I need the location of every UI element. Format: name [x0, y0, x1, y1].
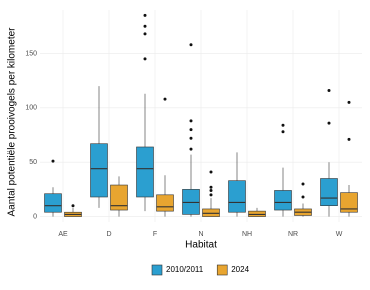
outlier [143, 24, 147, 28]
outlier [189, 43, 193, 47]
outlier [327, 88, 331, 92]
y-tick-label: 150 [25, 50, 37, 57]
box [90, 143, 108, 198]
legend-swatch [151, 264, 163, 276]
box [136, 146, 154, 198]
outlier [163, 97, 167, 101]
x-tick-label: F [153, 231, 157, 238]
outlier [189, 128, 193, 132]
legend-label: 2010/2011 [166, 265, 204, 274]
box [274, 190, 292, 211]
x-tick-label: AE [58, 231, 68, 238]
x-tick-label: NH [242, 231, 252, 238]
box [320, 178, 338, 206]
outlier [327, 121, 331, 125]
outlier [51, 159, 55, 163]
outlier [189, 136, 193, 140]
legend-label: 2024 [231, 265, 249, 274]
outlier [347, 137, 351, 141]
box [110, 184, 128, 211]
legend-swatch [216, 264, 228, 276]
outlier [189, 147, 193, 151]
outlier [71, 204, 75, 208]
y-axis-title: Aantal potentiële prooivogels per kilome… [7, 27, 18, 217]
x-axis-title: Habitat [185, 240, 217, 251]
box [44, 193, 62, 213]
y-tick-label: 100 [25, 105, 37, 112]
y-tick-label: 0 [33, 213, 37, 220]
x-tick-label: W [336, 231, 343, 238]
outlier [209, 193, 213, 197]
outlier [301, 195, 305, 199]
outlier [189, 119, 193, 123]
outlier [143, 13, 147, 17]
outlier [209, 170, 213, 174]
x-tick-label: NR [288, 231, 298, 238]
x-tick-label: N [198, 231, 203, 238]
outlier [281, 130, 285, 134]
x-tick-label: D [106, 231, 111, 238]
box [340, 192, 358, 213]
y-tick-label: 50 [29, 159, 37, 166]
box [156, 194, 174, 212]
outlier [209, 188, 213, 192]
outlier [209, 185, 213, 189]
outlier [143, 57, 147, 61]
box [228, 180, 246, 213]
outlier [347, 100, 351, 104]
outlier [143, 32, 147, 36]
outlier [301, 182, 305, 186]
outlier [281, 123, 285, 127]
